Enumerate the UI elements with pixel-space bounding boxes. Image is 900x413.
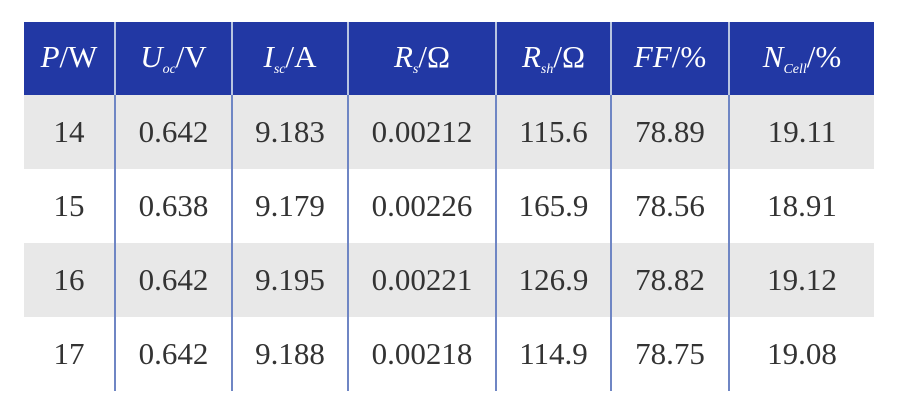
table-cell: 9.195	[231, 243, 348, 317]
header-unit: /W	[59, 39, 98, 74]
table-cell: 114.9	[495, 317, 611, 391]
header-subscript: Cell	[783, 62, 807, 77]
table-cell: 9.183	[231, 95, 348, 169]
table-cell: 0.00221	[347, 243, 496, 317]
table-cell: 78.82	[610, 243, 729, 317]
table-row: 16 0.642 9.195 0.00221 126.9 78.82 19.12	[24, 243, 874, 317]
table-cell: 0.638	[114, 169, 232, 243]
table-cell: 16	[24, 243, 115, 317]
header-subscript: sh	[540, 62, 554, 77]
table-row: 17 0.642 9.188 0.00218 114.9 78.75 19.08	[24, 317, 874, 391]
data-table: P/W Uoc/V Isc/A Rs/Ω Rsh/Ω FF/% NCell/% 14 0.64…	[24, 22, 874, 391]
header-symbol: R	[393, 39, 413, 74]
header-row: P/W Uoc/V Isc/A Rs/Ω Rsh/Ω FF/% NCell/%	[24, 22, 874, 95]
table-cell: 15	[53, 188, 85, 223]
table-cell: 9.188	[231, 317, 348, 391]
header-symbol: I	[263, 39, 274, 74]
table-cell: 78.89	[610, 95, 729, 169]
table-cell: 0.642	[114, 95, 232, 169]
table-cell: 19.08	[728, 317, 874, 391]
table-cell: 0.00226	[347, 169, 496, 243]
column-header: Uoc/V	[114, 22, 232, 95]
table-cell: 0.642	[114, 317, 232, 391]
header-unit: /Ω	[553, 39, 586, 74]
table-cell: 17	[53, 336, 85, 371]
header-subscript: sc	[273, 62, 286, 77]
header-symbol: N	[762, 39, 784, 74]
table-cell: 14	[24, 95, 115, 169]
table-cell: 0.642	[114, 243, 232, 317]
table-cell: 78.56	[610, 169, 729, 243]
column-header: P/W	[24, 22, 115, 95]
table-row: 14 0.642 9.183 0.00212 115.6 78.89 19.11	[24, 95, 874, 169]
header-unit: /%	[671, 39, 707, 74]
table-cell: 0.00218	[347, 317, 496, 391]
table-cell: 165.9	[495, 169, 611, 243]
table-cell: 19.12	[728, 243, 874, 317]
header-symbol: U	[140, 39, 163, 74]
header-subscript: oc	[162, 62, 176, 77]
header-symbol: R	[521, 39, 541, 74]
header-unit: /V	[175, 39, 207, 74]
column-header: Isc/A	[231, 22, 348, 95]
header-unit: /%	[806, 39, 842, 74]
header-subscript: s	[412, 62, 419, 77]
table-cell: 78.75	[610, 317, 729, 391]
table-row: 15 0.638 9.179 0.00226 165.9 78.56 18.91	[24, 169, 874, 243]
header-unit: /Ω	[418, 39, 451, 74]
header-symbol: P	[40, 39, 60, 74]
table-cell: 19.11	[728, 95, 874, 169]
header-unit: /A	[285, 39, 317, 74]
column-header: Rs/Ω	[347, 22, 496, 95]
column-header: NCell/%	[728, 22, 874, 95]
header-symbol: FF	[633, 39, 672, 74]
table-cell: 9.179	[231, 169, 348, 243]
column-header: FF/%	[610, 22, 729, 95]
column-header: Rsh/Ω	[495, 22, 611, 95]
table-cell: 18.91	[728, 169, 874, 243]
table-cell: 115.6	[495, 95, 611, 169]
table-cell: 0.00212	[347, 95, 496, 169]
table-cell: 126.9	[495, 243, 611, 317]
